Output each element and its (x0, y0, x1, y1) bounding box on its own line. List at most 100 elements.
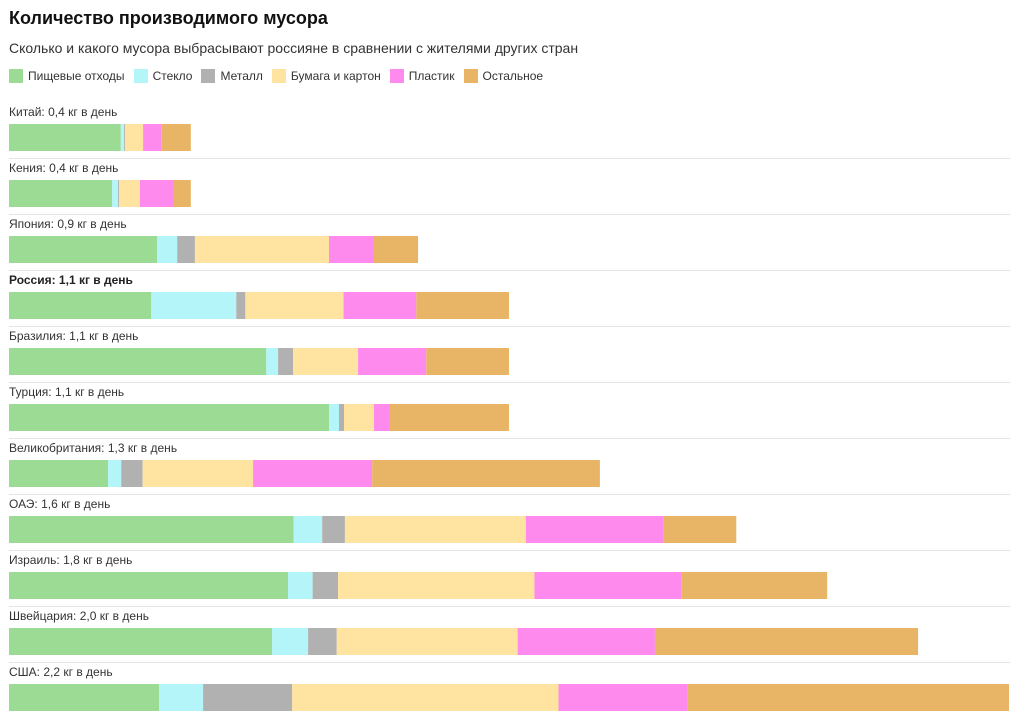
bar-row: Бразилия: 1,1 кг в день (9, 329, 1010, 383)
row-label: Бразилия: 1,1 кг в день (9, 329, 138, 343)
bar-segment-metal (121, 460, 143, 487)
bar-row: Кения: 0,4 кг в день (9, 161, 1010, 215)
row-label: Турция: 1,1 кг в день (9, 385, 124, 399)
legend-item-other: Остальное (463, 69, 544, 83)
bar-segment-food (9, 516, 294, 543)
bar-segment-glass (157, 236, 178, 263)
bar-segment-food (9, 628, 273, 655)
legend-swatch-plastic (389, 69, 404, 83)
bar-segment-food (9, 572, 289, 599)
bar-segment-glass (112, 180, 119, 207)
legend-label-metal: Металл (220, 69, 263, 83)
bar-row: Япония: 0,9 кг в день (9, 217, 1010, 271)
bar-segment-glass (288, 572, 313, 599)
bar-segment-plastic (343, 292, 417, 319)
bar-row: Великобритания: 1,3 кг в день (9, 441, 1010, 495)
bar-segment-metal (312, 572, 339, 599)
bar-segment-glass (151, 292, 237, 319)
bar-segment-metal (124, 124, 125, 151)
bar-segment-glass (329, 404, 339, 431)
bar-segment-paper (344, 516, 526, 543)
bar-segment-metal (177, 236, 195, 263)
bar-segment-glass (159, 684, 204, 711)
row-label: США: 2,2 кг в день (9, 665, 113, 679)
bar-segment-plastic (253, 460, 373, 487)
bar-segment-metal (278, 348, 294, 375)
row-label: Великобритания: 1,3 кг в день (9, 441, 177, 455)
legend-label-other: Остальное (482, 69, 544, 83)
legend-item-paper: Бумага и картон (271, 69, 381, 83)
bar-segment-food (9, 124, 121, 151)
bar-segment-plastic (558, 684, 688, 711)
bar-segment-metal (322, 516, 345, 543)
bar-segment-food (9, 180, 113, 207)
bar-segment-glass (108, 460, 122, 487)
bar-segment-paper (336, 628, 518, 655)
legend-item-glass: Стекло (133, 69, 193, 83)
legend-label-food: Пищевые отходы (28, 69, 125, 83)
row-label: Россия: 1,1 кг в день (9, 273, 133, 287)
bar-segment-other (681, 572, 828, 599)
bar-segment-food (9, 348, 267, 375)
bar-segment-metal (236, 292, 246, 319)
bar-segment-other (654, 628, 919, 655)
legend: Пищевые отходы Стекло Металл Бумага и ка… (9, 68, 552, 84)
bar-segment-paper (344, 404, 374, 431)
bar-segment-food (9, 404, 329, 431)
bar-segment-food (9, 236, 158, 263)
bar-segment-plastic (525, 516, 664, 543)
bar-segment-other (426, 348, 509, 375)
row-label: ОАЭ: 1,6 кг в день (9, 497, 110, 511)
bar-segment-paper (119, 180, 140, 207)
bar-segment-plastic (358, 348, 427, 375)
bar-segment-other (372, 460, 600, 487)
legend-swatch-other (463, 69, 478, 83)
legend-swatch-glass (133, 69, 148, 83)
bar-segment-plastic (534, 572, 682, 599)
bar-segment-glass (266, 348, 279, 375)
bar-segment-other (416, 292, 509, 319)
bar-segment-other (374, 236, 419, 263)
bar-segment-metal (203, 684, 293, 711)
row-label: Израиль: 1,8 кг в день (9, 553, 132, 567)
bar-segment-paper (293, 348, 359, 375)
bar-segment-other (663, 516, 737, 543)
bar-segment-food (9, 292, 152, 319)
bar-segment-paper (194, 236, 329, 263)
bar-segment-paper (338, 572, 535, 599)
bar-segment-food (9, 460, 109, 487)
bar-row: ОАЭ: 1,6 кг в день (9, 497, 1010, 551)
legend-item-plastic: Пластик (389, 69, 455, 83)
bar-row: США: 2,2 кг в день (9, 665, 1009, 711)
bar-segment-other (161, 124, 191, 151)
chart-title: Количество производимого мусора (9, 8, 328, 28)
bar-row: Турция: 1,1 кг в день (9, 385, 1010, 439)
legend-swatch-metal (201, 69, 216, 83)
bar-segment-food (9, 684, 159, 711)
bar-segment-glass (272, 628, 309, 655)
bar-row: Китай: 0,4 кг в день (9, 105, 1010, 159)
bar-segment-plastic (139, 180, 174, 207)
bar-segment-metal (118, 180, 119, 207)
legend-label-paper: Бумага и картон (290, 69, 381, 83)
row-label: Япония: 0,9 кг в день (9, 217, 127, 231)
bar-segment-metal (339, 404, 344, 431)
legend-label-plastic: Пластик (408, 69, 455, 83)
bar-segment-metal (308, 628, 337, 655)
bar-segment-paper (245, 292, 344, 319)
row-label: Швейцария: 2,0 кг в день (9, 609, 149, 623)
bar-segment-paper (292, 684, 559, 711)
bar-segment-other (174, 180, 191, 207)
bar-segment-glass (293, 516, 323, 543)
legend-label-glass: Стекло (152, 69, 193, 83)
bar-segment-plastic (143, 124, 162, 151)
bar-row: Швейцария: 2,0 кг в день (9, 609, 1010, 663)
bar-segment-other (687, 684, 1009, 711)
legend-swatch-food (9, 69, 23, 83)
bar-segment-plastic (517, 628, 655, 655)
row-label: Китай: 0,4 кг в день (9, 105, 117, 119)
bar-segment-paper (142, 460, 254, 487)
row-label: Кения: 0,4 кг в день (9, 161, 118, 175)
chart-subtitle: Сколько и какого мусора выбрасывают росс… (9, 40, 579, 56)
